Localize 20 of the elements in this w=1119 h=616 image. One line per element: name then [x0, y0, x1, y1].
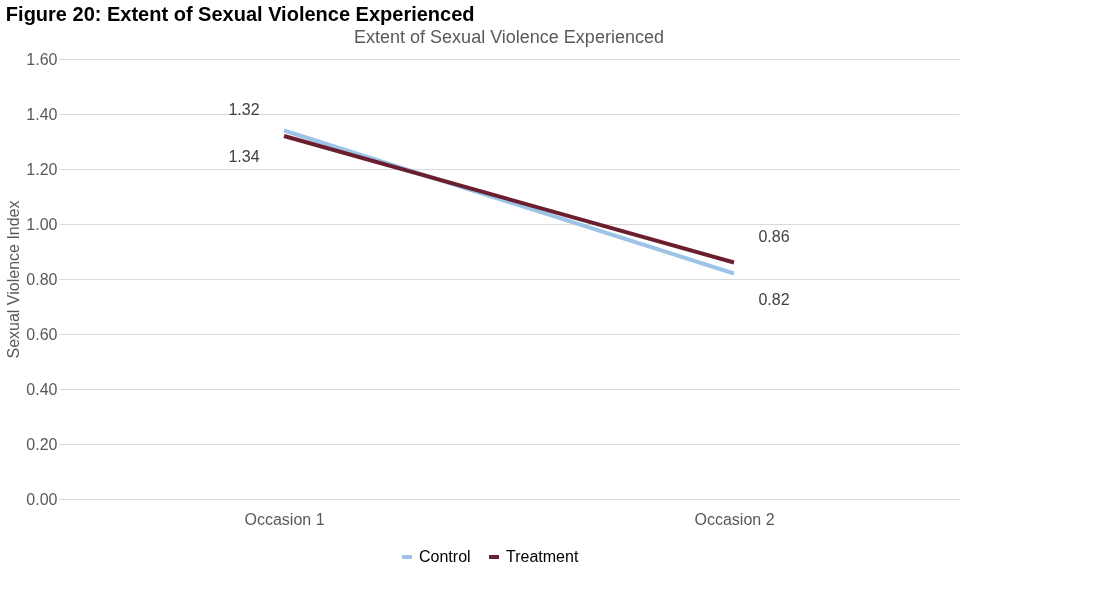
x-tick-label: Occasion 1: [244, 510, 325, 528]
y-tick-label: 1.00: [26, 215, 58, 233]
data-label: 0.86: [758, 227, 790, 245]
legend-label: Treatment: [506, 548, 579, 565]
y-axis-title: Sexual Violence Index: [5, 200, 23, 359]
legend-label: Control: [419, 548, 471, 565]
y-tick-label: 0.40: [26, 380, 58, 398]
x-tick-label: Occasion 2: [694, 510, 775, 528]
data-label: 1.34: [228, 147, 260, 165]
y-tick-label: 1.60: [26, 50, 58, 68]
data-label: 1.32: [228, 101, 260, 118]
y-tick-label: 1.20: [26, 160, 58, 178]
y-tick-label: 1.40: [26, 105, 58, 123]
y-tick-label: 0.60: [26, 325, 58, 343]
data-label: 0.82: [758, 290, 790, 308]
chart-title: Figure 20: Extent of Sexual Violence Experienced: [5, 3, 475, 25]
y-tick-label: 0.00: [26, 490, 58, 508]
y-tick-label: 0.20: [26, 435, 58, 453]
chart-subtitle: Extent of Sexual Violence Experienced: [354, 27, 664, 47]
y-tick-label: 0.80: [26, 270, 58, 288]
